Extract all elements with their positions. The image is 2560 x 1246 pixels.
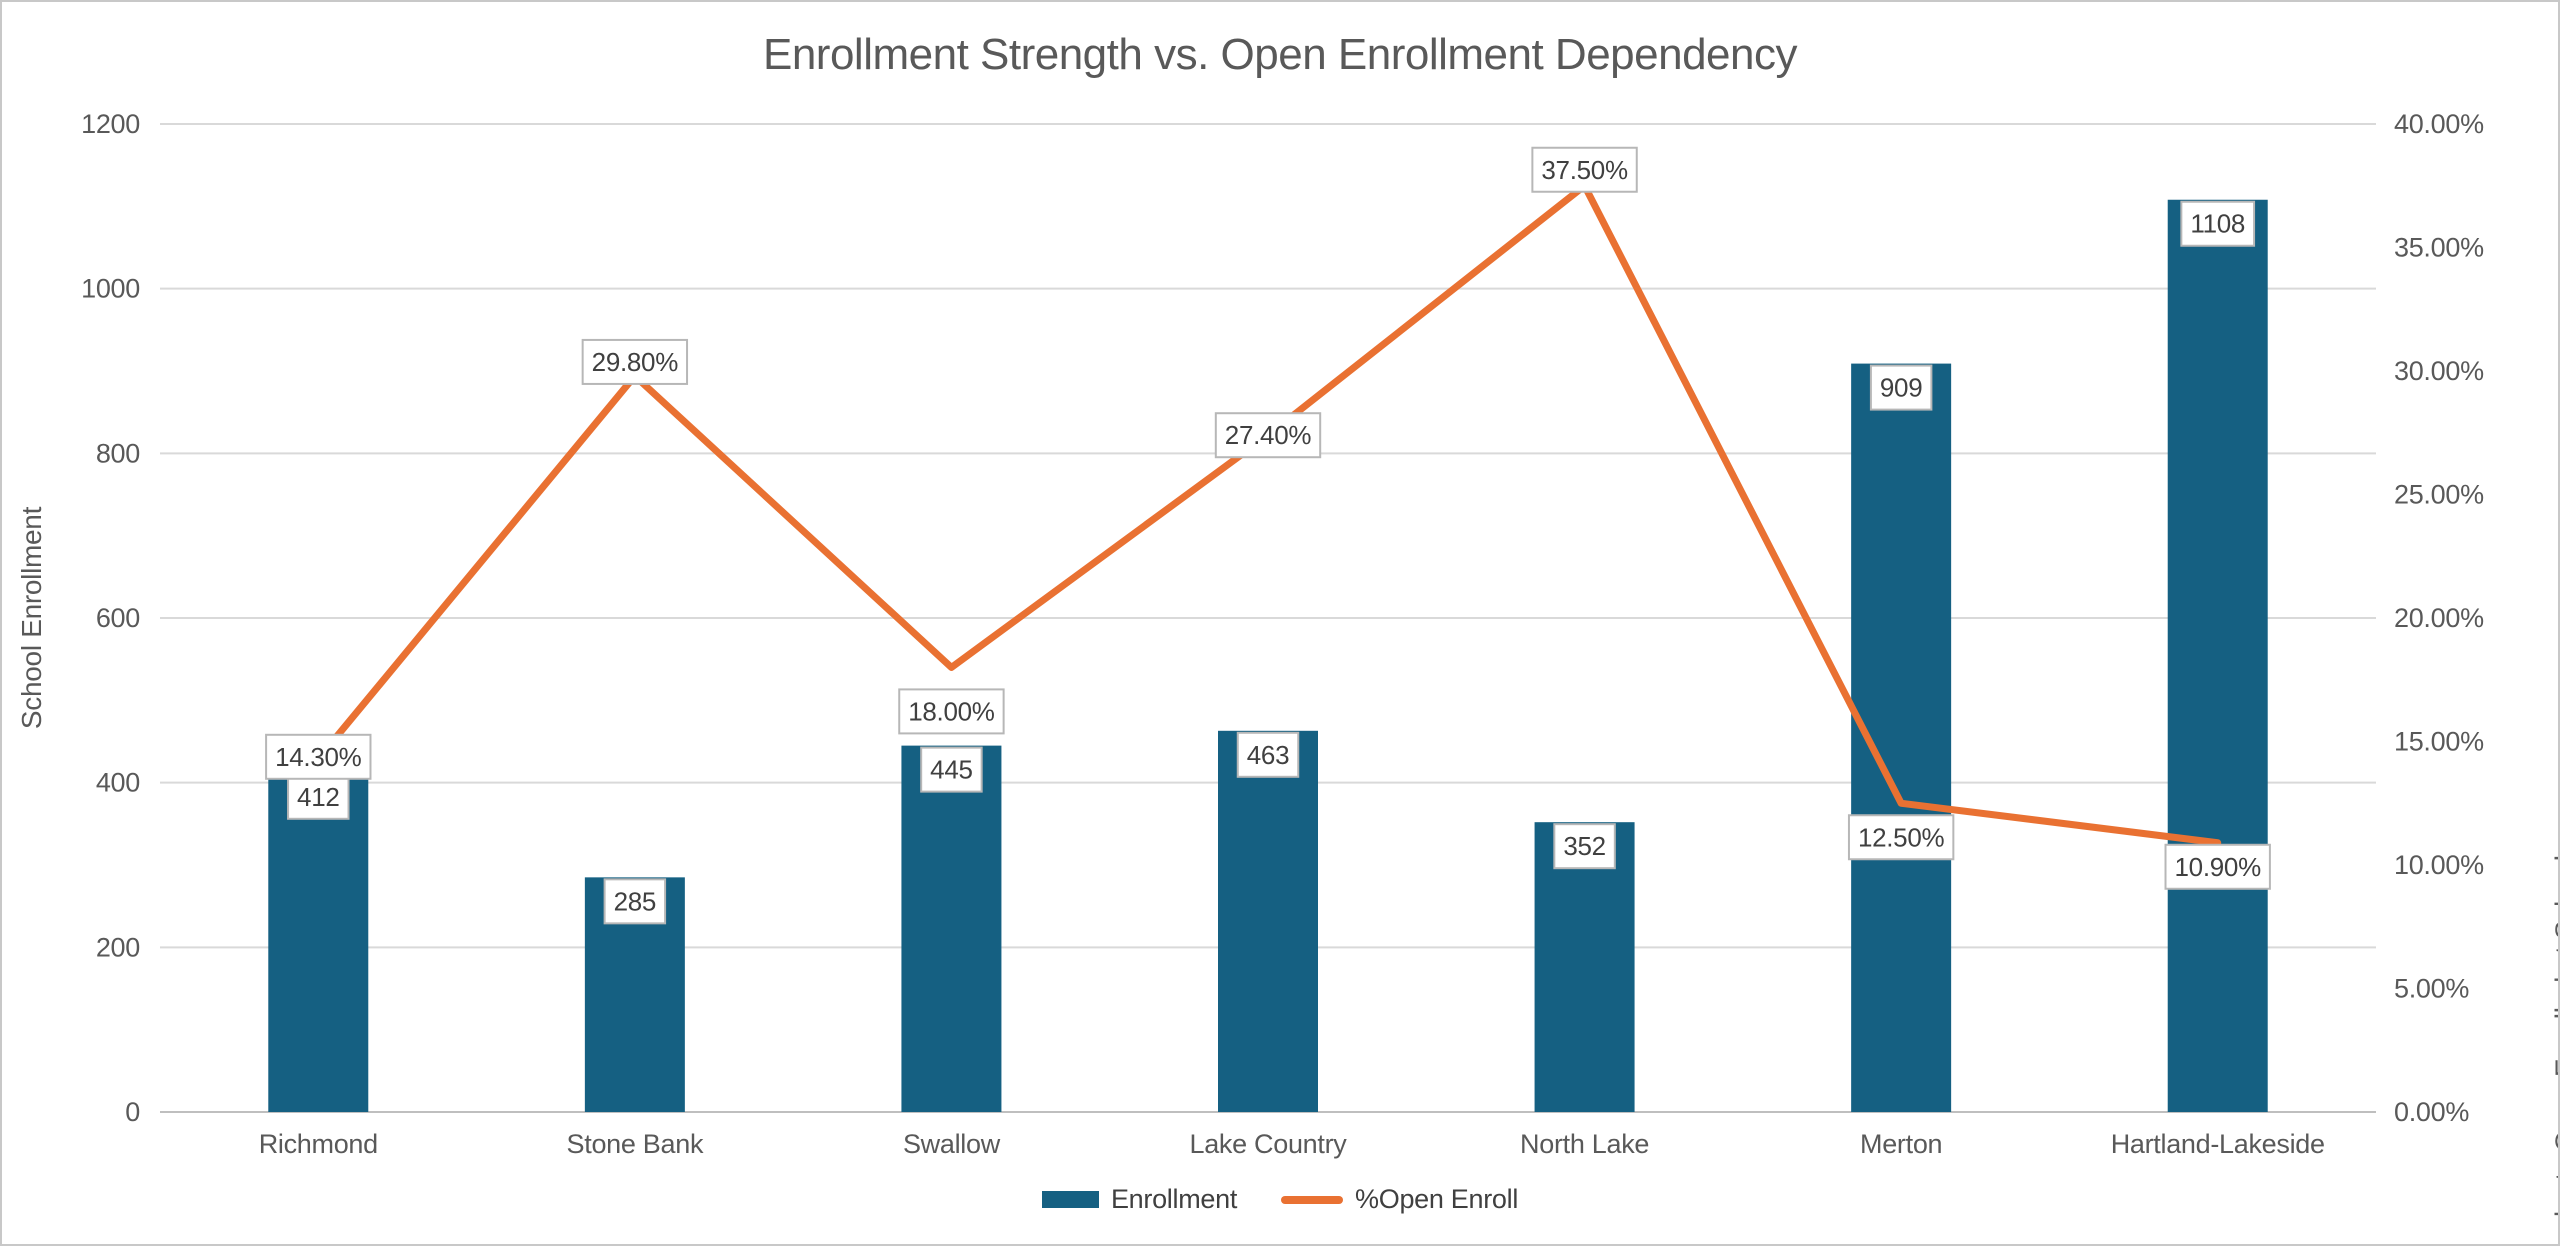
line-point-label: 29.80% (592, 347, 679, 377)
left-axis-tick-label: 800 (96, 438, 140, 468)
left-axis-tick-label: 1200 (81, 109, 140, 139)
line-point-label: 18.00% (908, 696, 995, 726)
line-point-label: 10.90% (2175, 852, 2262, 882)
bar-value-label: 445 (930, 755, 972, 785)
category-label-Stone Bank: Stone Bank (567, 1129, 704, 1159)
left-axis-tick-label: 600 (96, 603, 140, 633)
bar-value-label-box (1553, 823, 1616, 870)
bar-Richmond (268, 772, 369, 1112)
line-point-label-box (2164, 843, 2271, 890)
bar-value-label: 909 (1880, 373, 1922, 403)
line-point-label: 37.50% (1541, 155, 1628, 185)
right-axis-tick-label: 5.00% (2394, 974, 2469, 1004)
line-point-label-box (1531, 146, 1638, 193)
bar-value-label: 463 (1247, 740, 1289, 770)
line-point-label: 14.30% (275, 742, 362, 772)
bar-Lake Country (1218, 730, 1318, 1112)
bar-Swallow (901, 745, 1002, 1112)
line-point-label-box (1847, 814, 1955, 861)
line-point-label-box (581, 338, 689, 385)
chart-title: Enrollment Strength vs. Open Enrollment … (762, 30, 1798, 79)
bar-value-label-box (1236, 731, 1300, 778)
line-point-label: 12.50% (1858, 822, 1945, 852)
right-axis-tick-label: 40.00% (2394, 109, 2484, 139)
line-point-label-box (265, 733, 372, 780)
legend-label-enrollment: Enrollment (1110, 1184, 1238, 1214)
bar-value-label: 412 (297, 782, 339, 812)
right-axis-tick-label: 30.00% (2394, 356, 2484, 386)
legend-item-open-enroll: %Open Enroll (1281, 1184, 1518, 1215)
right-axis-tick-label: 25.00% (2394, 480, 2484, 510)
enrollment-bar-swatch-icon (1041, 1191, 1099, 1208)
bar-value-label-box (920, 746, 983, 793)
category-label-Hartland-Lakeside: Hartland-Lakeside (2111, 1129, 2325, 1159)
category-label-North Lake: North Lake (1520, 1129, 1649, 1159)
legend-label-open-enroll: %Open Enroll (1355, 1184, 1519, 1214)
bar-value-label-box (603, 878, 667, 925)
legend: Enrollment %Open Enroll (2, 1184, 2558, 1215)
bar-value-label-box (1869, 364, 1933, 411)
right-axis-tick-label: 15.00% (2394, 727, 2484, 757)
left-axis-tick-label: 200 (96, 932, 140, 962)
left-axis-title: School Enrollment (16, 506, 47, 730)
bar-North Lake (1534, 822, 1635, 1112)
category-label-Richmond: Richmond (259, 1129, 378, 1159)
bar-value-label: 1108 (2190, 209, 2245, 239)
bar-value-label: 285 (614, 886, 656, 916)
line-point-label-box (898, 688, 1005, 735)
left-axis-tick-label: 400 (96, 768, 140, 798)
bar-value-label: 352 (1563, 831, 1605, 861)
right-axis-tick-label: 35.00% (2394, 233, 2484, 263)
right-axis-tick-label: 20.00% (2394, 603, 2484, 633)
right-axis-tick-label: 10.00% (2394, 850, 2484, 880)
line-point-label-box (1214, 412, 1322, 459)
category-label-Lake Country: Lake Country (1190, 1129, 1348, 1159)
line-point-label: 27.40% (1225, 420, 1312, 450)
category-label-Merton: Merton (1860, 1129, 1942, 1159)
right-axis-tick-label: 0.00% (2394, 1097, 2469, 1127)
category-label-Swallow: Swallow (903, 1129, 1001, 1159)
left-axis-tick-label: 0 (125, 1097, 140, 1127)
open-enroll-line-swatch-icon (1281, 1195, 1344, 1204)
left-axis-tick-label: 1000 (81, 274, 140, 304)
bar-value-label-box (2180, 200, 2256, 247)
bar-Hartland-Lakeside (2167, 199, 2268, 1112)
legend-item-enrollment: Enrollment (1041, 1184, 1238, 1215)
